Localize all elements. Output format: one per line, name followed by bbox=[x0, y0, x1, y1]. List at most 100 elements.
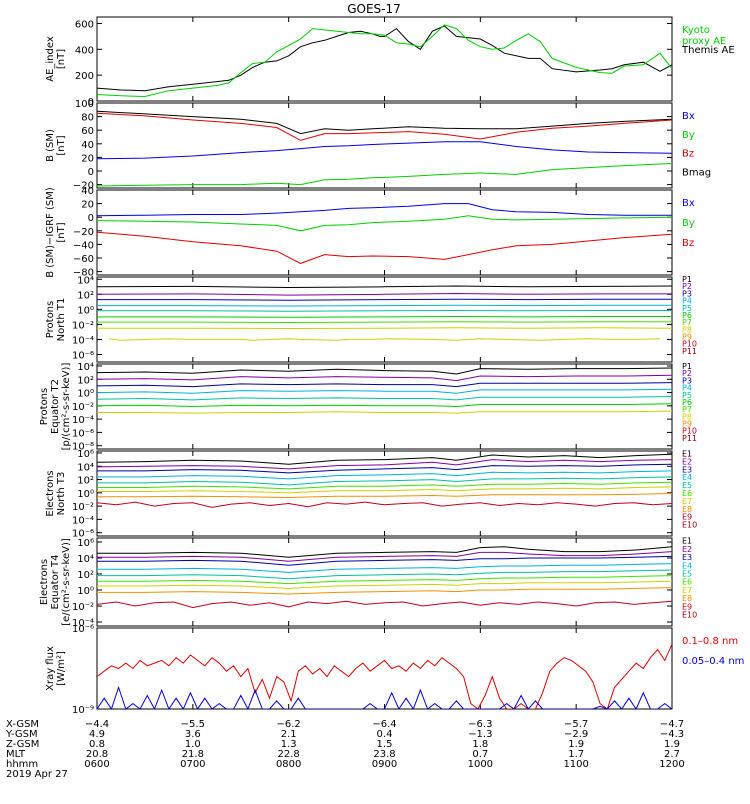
legend-entry: P7 bbox=[682, 318, 692, 327]
y-tick-label: 100 bbox=[75, 99, 94, 110]
y-tick-label: 10⁻² bbox=[72, 320, 94, 331]
row-label: Z-GSM bbox=[6, 739, 39, 750]
legend-entry: P11 bbox=[682, 347, 697, 356]
legend-entry: P8 bbox=[682, 412, 692, 421]
axis-value: 1.0 bbox=[185, 739, 201, 750]
y-tick-label: 80 bbox=[81, 113, 94, 124]
series-line bbox=[97, 410, 672, 414]
axis-value: 0900 bbox=[372, 759, 397, 770]
series-line bbox=[97, 453, 672, 465]
axis-value: 1200 bbox=[659, 759, 684, 770]
legend-entry: E5 bbox=[682, 481, 692, 490]
y-tick-label: 10⁻⁶ bbox=[72, 428, 94, 439]
y-tick-label: 10⁴ bbox=[77, 362, 94, 373]
axis-value: −6.2 bbox=[277, 719, 301, 730]
series-group bbox=[97, 367, 672, 414]
axis-value: 1.7 bbox=[568, 749, 584, 760]
legend-entry: E5 bbox=[682, 570, 692, 579]
series-line bbox=[97, 600, 672, 609]
y-tick-label: 10⁻⁴ bbox=[72, 415, 94, 426]
axis-value: 2.1 bbox=[281, 729, 297, 740]
series-line bbox=[97, 163, 672, 187]
series-line bbox=[97, 215, 672, 232]
y-tick-label: 600 bbox=[75, 19, 94, 30]
legend-entry: By bbox=[682, 130, 695, 141]
y-axis-label: Protons North T1 bbox=[45, 298, 67, 342]
series-line bbox=[97, 141, 672, 160]
series-line bbox=[97, 563, 672, 573]
panel-electrons_t4: 10⁻⁴ 10⁻² 10⁰ 10² 10⁴ 10⁶ Electrons Equator T4[… bbox=[39, 537, 697, 629]
legend-entry: Bx bbox=[682, 111, 695, 122]
y-axis-label-line: Protons bbox=[39, 388, 50, 425]
series-group bbox=[97, 24, 672, 98]
series-line bbox=[97, 298, 672, 301]
series-line bbox=[97, 493, 672, 499]
panel-protons_t2: 10⁻⁸ 10⁻⁶ 10⁻⁴ 10⁻² 10⁰ 10² 10⁴ Protons Equator … bbox=[39, 362, 697, 453]
series-line bbox=[97, 304, 672, 307]
y-axis-label: Xray flux [W/m²] bbox=[45, 646, 67, 691]
y-axis-label: Electrons North T3 bbox=[45, 470, 67, 516]
series-line bbox=[97, 110, 672, 135]
axis-value: 0.8 bbox=[89, 739, 105, 750]
y-tick-label: 10² bbox=[77, 570, 94, 581]
y-tick-label: 10² bbox=[77, 290, 94, 301]
y-tick-label: 10⁻⁴ bbox=[72, 335, 94, 346]
series-line bbox=[97, 403, 672, 408]
y-tick-label: 60 bbox=[81, 126, 94, 137]
row-label: hhmm bbox=[6, 759, 38, 770]
y-tick-label: 20 bbox=[81, 200, 94, 211]
series-group bbox=[97, 453, 672, 508]
panel-protons_t1: 10⁻⁶ 10⁻⁴ 10⁻² 10⁰ 10² 10⁴ Protons North T1 P1P2… bbox=[45, 275, 697, 363]
legend-entry: P8 bbox=[682, 325, 692, 334]
legend-entry: P3 bbox=[682, 289, 692, 298]
series-line bbox=[97, 396, 672, 401]
axis-value: 0.4 bbox=[377, 729, 393, 740]
legend-entry: P9 bbox=[682, 419, 692, 428]
y-tick-label: 10⁻⁸ bbox=[72, 442, 94, 453]
y-axis-label-line: Equator T2 bbox=[50, 379, 61, 434]
axis-value: 0800 bbox=[276, 759, 301, 770]
y-tick-label: 40 bbox=[81, 186, 94, 197]
y-tick-label: 10⁴ bbox=[77, 275, 94, 286]
y-axis-label-line: Xray flux bbox=[45, 646, 56, 691]
y-tick-label: 10⁻⁶ bbox=[72, 624, 94, 635]
legend-entry: P4 bbox=[682, 384, 692, 393]
axis-value: −4.3 bbox=[660, 729, 684, 740]
series-line bbox=[97, 476, 672, 486]
series-line bbox=[97, 315, 672, 318]
series-line bbox=[97, 388, 672, 394]
series-line bbox=[97, 575, 672, 585]
legend-entry: P10 bbox=[682, 340, 697, 349]
y-axis-label-line: North T1 bbox=[56, 298, 67, 342]
series-line bbox=[97, 382, 672, 388]
legend-entry: P3 bbox=[682, 376, 692, 385]
y-tick-label: 0 bbox=[88, 213, 94, 224]
axis-value: 1.3 bbox=[281, 739, 297, 750]
series-line bbox=[97, 555, 672, 566]
legend-entry: P5 bbox=[682, 391, 692, 400]
y-axis-label-line: Electrons bbox=[39, 559, 50, 605]
series-line bbox=[108, 338, 661, 341]
axis-value: 1.8 bbox=[472, 739, 488, 750]
legend-entry: E4 bbox=[682, 473, 692, 482]
series-group bbox=[97, 110, 672, 187]
legend-entry: P2 bbox=[682, 282, 692, 291]
legend-entry: E1 bbox=[682, 450, 692, 459]
y-axis-label: Electrons Equator T4 [e/(cm²-s-sr-keV)] bbox=[39, 538, 72, 626]
axis-value: 2.7 bbox=[664, 749, 680, 760]
y-tick-label: −60 bbox=[73, 254, 94, 265]
legend-entry: P5 bbox=[682, 304, 692, 313]
y-tick-label: −20 bbox=[73, 181, 94, 192]
y-tick-label: 10⁶ bbox=[77, 538, 94, 549]
series-line bbox=[97, 367, 672, 375]
series-line bbox=[97, 481, 672, 490]
date-label: 2019 Apr 27 bbox=[6, 769, 68, 780]
y-tick-label: 400 bbox=[75, 45, 94, 56]
legend-entry: 0.05–0.4 nm bbox=[682, 656, 744, 667]
panel-frame bbox=[96, 16, 673, 102]
legend-entry: E3 bbox=[682, 465, 692, 474]
y-tick-label: 10⁻² bbox=[72, 402, 94, 413]
y-axis-label-line: [nT] bbox=[56, 49, 67, 69]
legend-entry: Themis AE bbox=[681, 45, 735, 56]
